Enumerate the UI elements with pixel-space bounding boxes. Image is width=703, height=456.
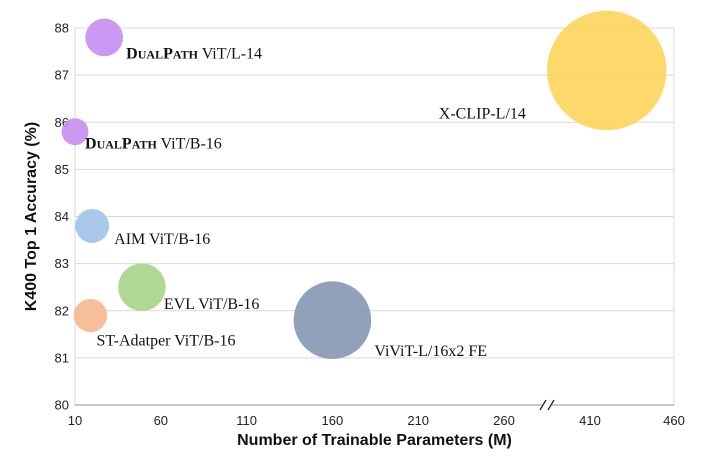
y-tick-label: 81: [55, 350, 69, 365]
x-tick-label: 460: [663, 413, 685, 428]
bubble-label: DUALPATH ViT/L-14: [126, 45, 262, 62]
y-tick-label: 85: [55, 162, 69, 177]
y-tick-label: 88: [55, 21, 69, 36]
bubbles: [61, 10, 667, 359]
y-tick-label: 82: [55, 303, 69, 318]
bubble-label: DUALPATH ViT/B-16: [85, 136, 222, 153]
bubble-point: [73, 298, 108, 333]
y-axis-title: K400 Top 1 Accuracy (%): [23, 122, 40, 311]
x-tick-label: 260: [493, 413, 515, 428]
axis-break-marker: [539, 398, 555, 412]
x-axis-title: Number of Trainable Parameters (M): [237, 432, 512, 449]
y-tick-label: 83: [55, 256, 69, 271]
bubble-label: ST-Adatper ViT/B-16: [96, 332, 235, 349]
bubble-point: [85, 18, 124, 57]
x-tick-label: 60: [154, 413, 168, 428]
bubble-point: [293, 281, 372, 359]
bubble-label: ViViT-L/16x2 FE: [374, 343, 487, 360]
x-tick-label: 410: [579, 413, 601, 428]
bubble-point: [75, 208, 110, 243]
x-tick-label: 160: [322, 413, 344, 428]
bubble-label: AIM ViT/B-16: [114, 231, 210, 248]
bubble-label: X-CLIP-L/14: [439, 105, 526, 122]
bubble-point: [61, 118, 89, 146]
y-tick-label: 84: [55, 209, 69, 224]
bubble-point: [118, 263, 166, 311]
bubble-point: [547, 10, 667, 131]
x-tick-label: 110: [236, 413, 257, 428]
x-tick-label: 10: [68, 413, 82, 428]
point-labels: DUALPATH ViT/L-14 DUALPATH ViT/B-16 X-CLIP…: [85, 45, 526, 360]
y-tick-label: 87: [55, 68, 69, 83]
y-tick-label: 80: [55, 398, 69, 413]
x-tick-label: 210: [407, 413, 429, 428]
bubble-label: EVL ViT/B-16: [164, 296, 259, 313]
